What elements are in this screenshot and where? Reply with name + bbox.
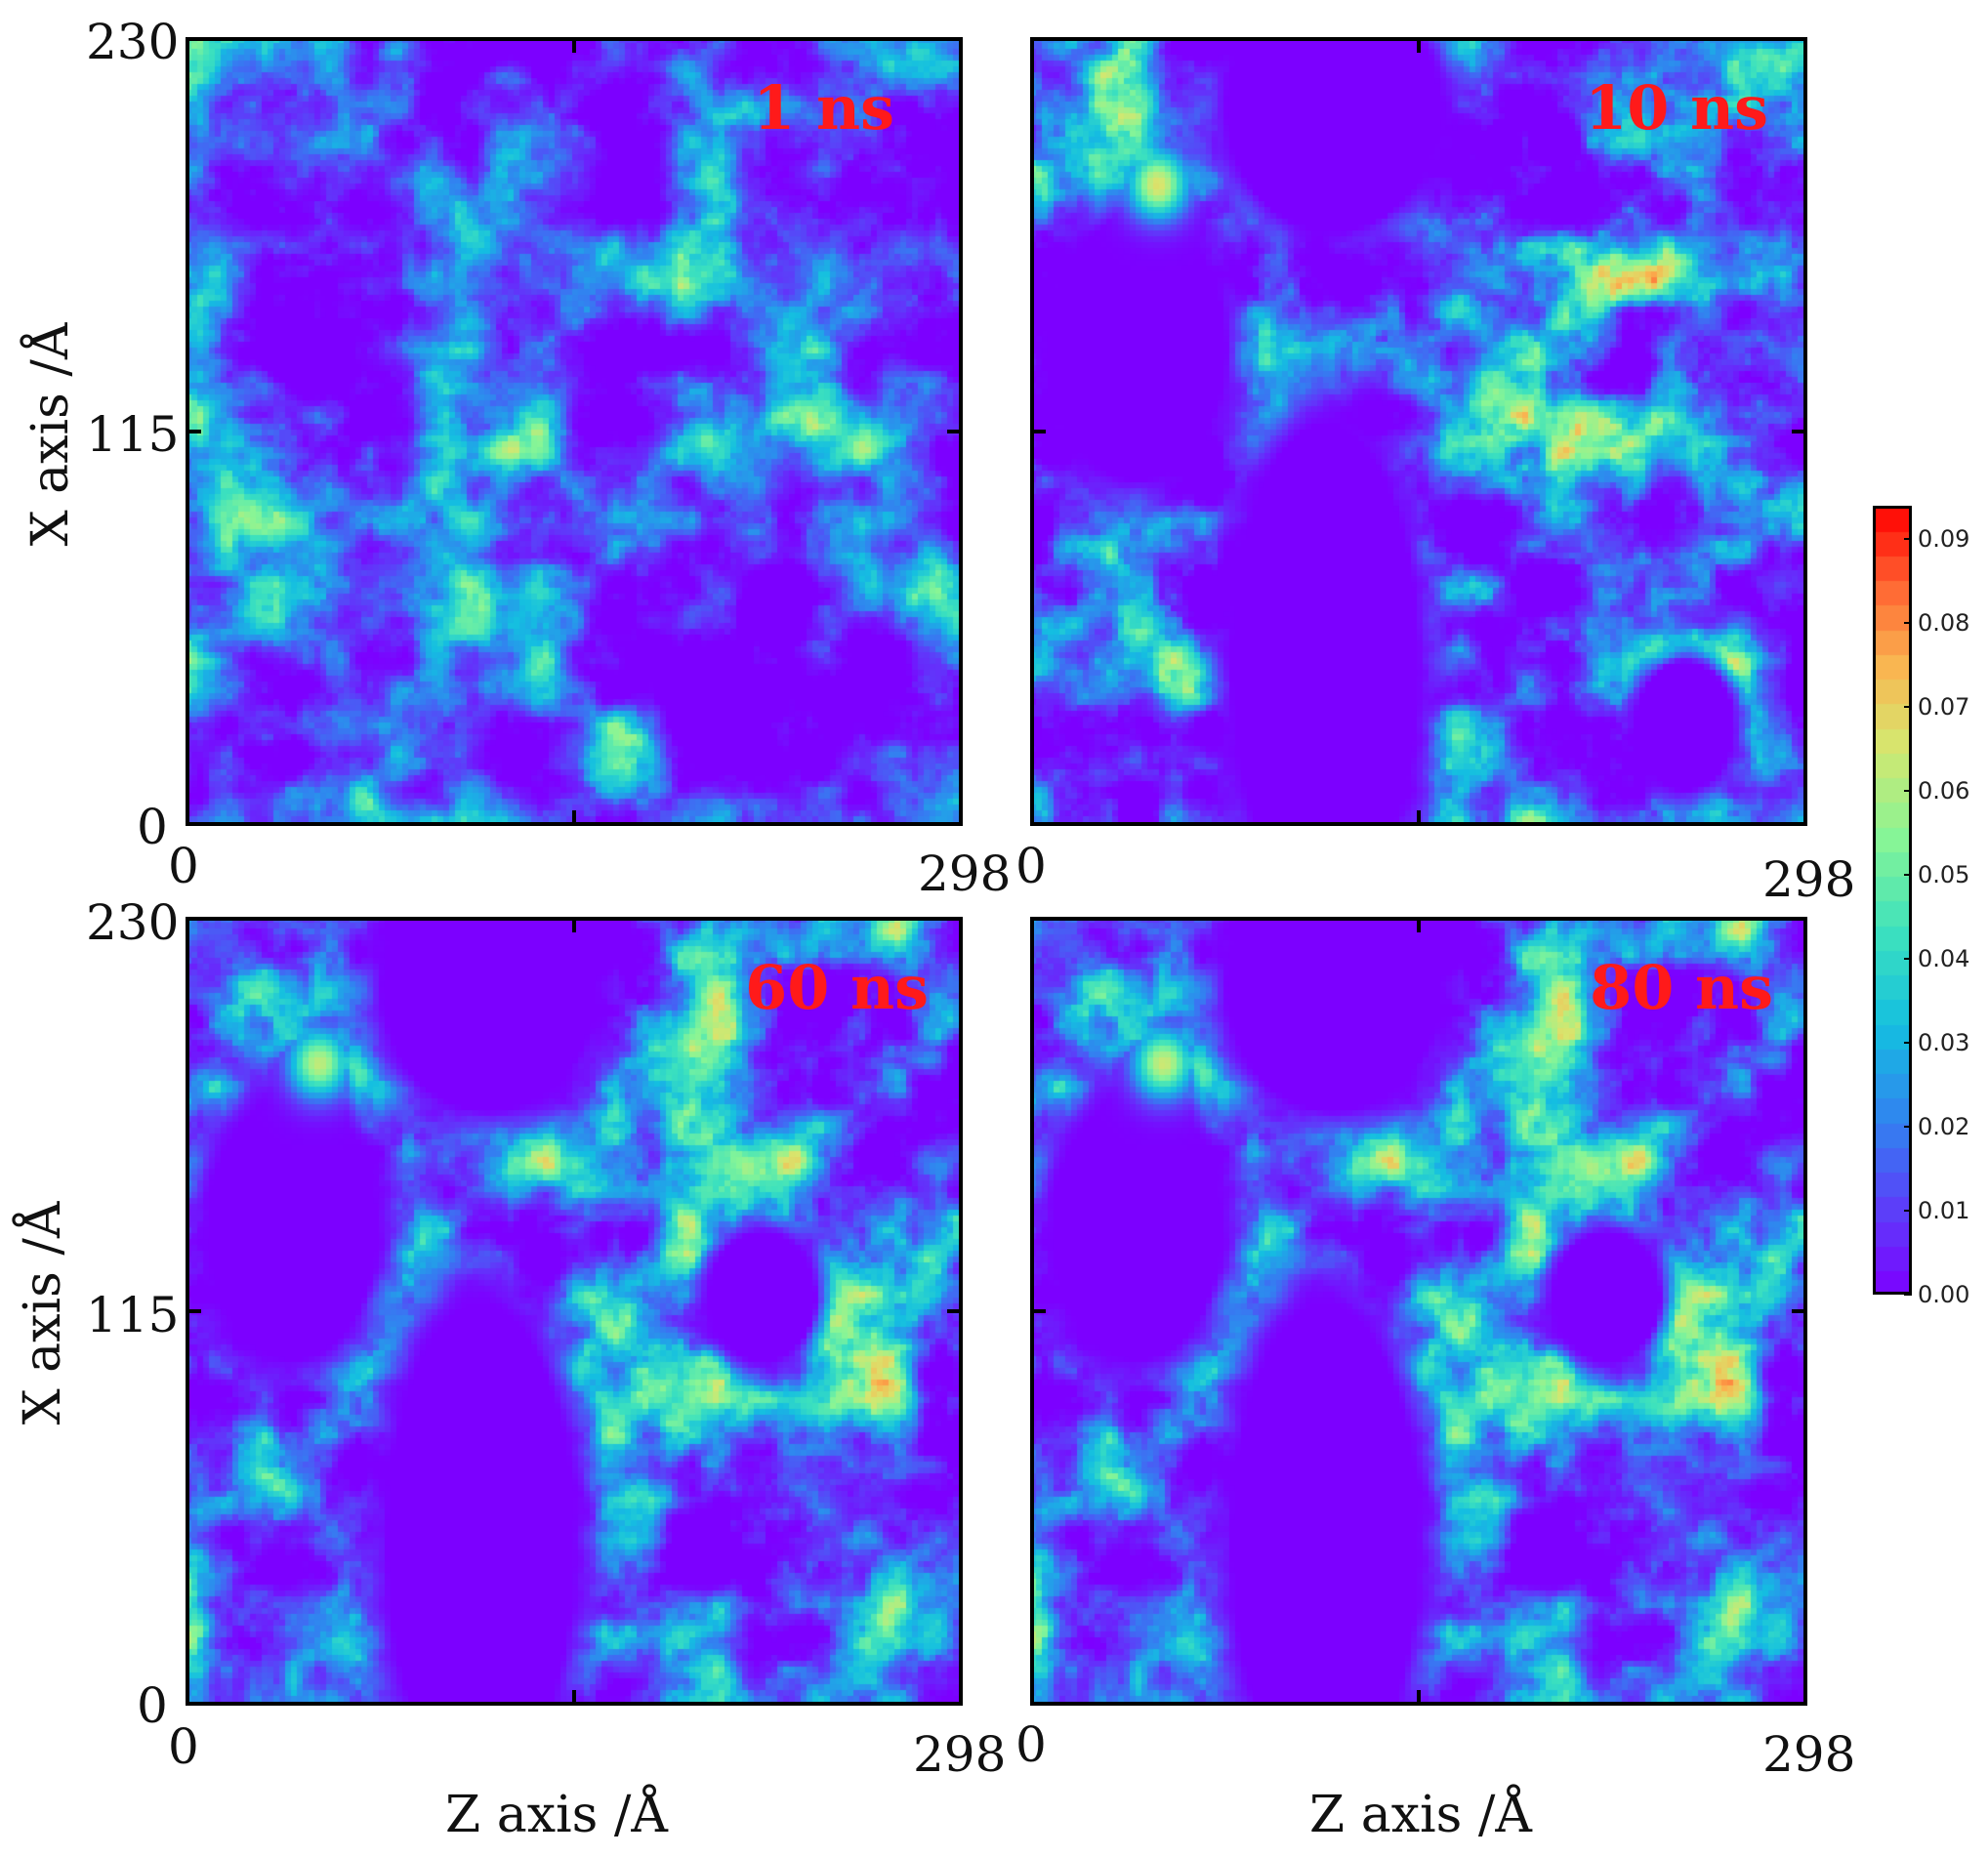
y-tick-label-230: 230 xyxy=(86,894,180,951)
heatmap-image xyxy=(1030,37,1807,826)
x-tick-mark-top xyxy=(1417,917,1421,932)
x-tick-mark-bottom xyxy=(1417,810,1421,826)
y-axis-title: X axis /Å xyxy=(14,1201,72,1425)
colorbar-tick-mark xyxy=(1904,1210,1912,1213)
heatmap-image xyxy=(186,917,963,1706)
colorbar-tick-label: 0.08 xyxy=(1918,609,1970,638)
x-tick-label-0: 0 xyxy=(1015,1716,1047,1773)
colorbar-tick-label: 0.06 xyxy=(1918,777,1970,805)
colorbar-tick-mark xyxy=(1904,958,1912,961)
plot-frame xyxy=(1030,37,1807,826)
x-tick-mark-bottom xyxy=(1417,1690,1421,1706)
heatmap-image xyxy=(1030,917,1807,1706)
colorbar-tick-mark xyxy=(1904,706,1912,709)
y-tick-mark-right xyxy=(947,1309,963,1313)
time-label: 80 ns xyxy=(1590,952,1773,1023)
heatmap-panel-1ns: 1 ns xyxy=(186,37,963,826)
colorbar-tick-label: 0.05 xyxy=(1918,861,1970,889)
x-tick-label-298: 298 xyxy=(918,846,1012,902)
colorbar-tick-mark xyxy=(1904,790,1912,793)
y-tick-label-0: 0 xyxy=(137,799,168,855)
plot-frame xyxy=(186,37,963,826)
colorbar-tick-label: 0.02 xyxy=(1918,1113,1970,1141)
colorbar-tick-label: 0.04 xyxy=(1918,945,1970,973)
colorbar-tick-mark xyxy=(1904,1294,1912,1296)
colorbar-tick-label: 0.00 xyxy=(1918,1281,1970,1308)
colorbar-gradient xyxy=(1873,506,1912,1295)
colorbar-tick-label: 0.09 xyxy=(1918,525,1970,554)
y-tick-label-230: 230 xyxy=(86,14,180,70)
plot-frame xyxy=(1030,917,1807,1706)
y-tick-label-115: 115 xyxy=(86,406,180,463)
x-tick-mark-top xyxy=(572,37,576,53)
x-tick-label-0: 0 xyxy=(1015,838,1047,894)
time-label: 10 ns xyxy=(1585,72,1768,144)
y-tick-mark-right xyxy=(1792,430,1807,433)
colorbar-tick-label: 0.01 xyxy=(1918,1197,1970,1225)
colorbar-tick-mark xyxy=(1904,874,1912,877)
x-tick-mark-top xyxy=(1417,37,1421,53)
heatmap-image xyxy=(186,37,963,826)
colorbar-tick-mark xyxy=(1904,622,1912,625)
colorbar-tick-mark xyxy=(1904,538,1912,541)
x-tick-mark-bottom xyxy=(572,810,576,826)
heatmap-panel-80ns: 80 ns xyxy=(1030,917,1807,1706)
time-label: 60 ns xyxy=(745,952,929,1023)
x-tick-label-0: 0 xyxy=(168,838,199,894)
y-tick-mark-right xyxy=(1792,1309,1807,1313)
heatmap-panel-60ns: 60 ns xyxy=(186,917,963,1706)
y-tick-mark-left xyxy=(1030,430,1046,433)
y-tick-label-0: 0 xyxy=(137,1677,168,1734)
heatmap-panel-10ns: 10 ns xyxy=(1030,37,1807,826)
colorbar-tick-label: 0.07 xyxy=(1918,693,1970,722)
colorbar: 0.00 0.01 0.02 0.03 0.04 0.05 0.06 0.07 0.08 0.09 xyxy=(1873,506,1969,1306)
y-tick-label-115: 115 xyxy=(86,1287,180,1343)
y-tick-mark-left xyxy=(186,430,201,433)
x-tick-label-298: 298 xyxy=(1762,1726,1856,1783)
x-tick-mark-top xyxy=(572,917,576,932)
colorbar-frame xyxy=(1873,506,1912,1295)
y-tick-mark-right xyxy=(947,430,963,433)
time-label: 1 ns xyxy=(753,72,894,144)
x-axis-title: Z axis /Å xyxy=(1309,1786,1532,1844)
y-axis-title: X axis /Å xyxy=(21,322,80,547)
y-tick-mark-left xyxy=(186,1309,201,1313)
x-tick-label-0: 0 xyxy=(168,1718,199,1775)
colorbar-tick-label: 0.03 xyxy=(1918,1029,1970,1057)
x-tick-label-298: 298 xyxy=(913,1726,1007,1783)
x-tick-label-298: 298 xyxy=(1762,851,1856,908)
plot-frame xyxy=(186,917,963,1706)
x-tick-mark-bottom xyxy=(572,1690,576,1706)
colorbar-tick-mark xyxy=(1904,1126,1912,1129)
x-axis-title: Z axis /Å xyxy=(445,1786,668,1844)
colorbar-tick-mark xyxy=(1904,1042,1912,1045)
y-tick-mark-left xyxy=(1030,1309,1046,1313)
